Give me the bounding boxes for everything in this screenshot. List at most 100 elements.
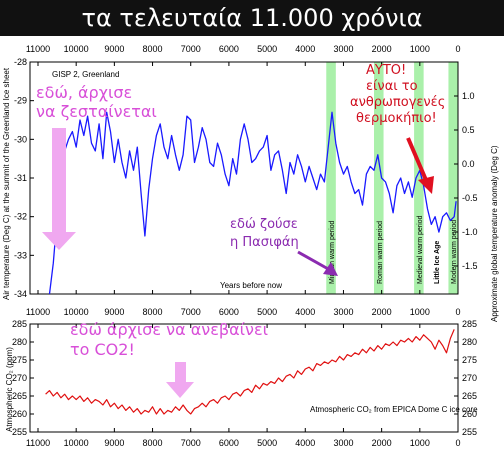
pink-arrow-down-left bbox=[42, 128, 76, 250]
top-xtick-label-6: 5000 bbox=[257, 44, 277, 54]
period-band-2 bbox=[414, 62, 424, 294]
annotation-anthro: ΑΥΤΟ! είναι το ανθρωπογενές θερμοκήπιο! bbox=[350, 63, 445, 194]
bot-xtick-label-7: 4000 bbox=[295, 438, 315, 448]
bot-xtick-label-top-4: 7000 bbox=[181, 307, 201, 317]
bot-xtick-label-11: 0 bbox=[455, 438, 460, 448]
annotation-anthro-line2: είναι το bbox=[366, 79, 418, 94]
bot-ytick-left-label-6: 255 bbox=[12, 427, 27, 437]
pink-arrow-down-co2 bbox=[166, 362, 194, 398]
top-chart-ylabel-right: Approximate global temperature anomaly (… bbox=[490, 145, 499, 322]
top-ytick-right-label-2: 0.0 bbox=[462, 159, 475, 169]
period-bands: Minoan warm period Roman warm period Medie… bbox=[326, 62, 458, 294]
top-chart-xlabel: Years before now bbox=[220, 281, 282, 290]
period-label-1: Roman warm period bbox=[377, 221, 384, 284]
bot-xtick-label-3: 8000 bbox=[143, 438, 163, 448]
temperature-series-line bbox=[48, 111, 457, 295]
bot-ytick-right-label-1: 280 bbox=[462, 337, 477, 347]
bot-xtick-label-1: 10000 bbox=[64, 438, 89, 448]
bottom-y-axis-ticks: 285 285 280 280 275 275 270 270 265 265 260 260 255 2… bbox=[12, 319, 477, 437]
purple-arrow-shaft bbox=[297, 250, 331, 272]
bot-xtick-label-top-8: 3000 bbox=[333, 307, 353, 317]
top-chart-inner-label: GISP 2, Greenland bbox=[52, 70, 119, 79]
top-xtick-label-2: 9000 bbox=[104, 44, 124, 54]
annotation-co2-line1: εδώ άρχισε να ανεβαίνει bbox=[70, 320, 268, 339]
top-ytick-left-label-1: -29 bbox=[14, 96, 27, 106]
top-y-axis-right-ticks: 1.0 0.5 0.0 -0.5 -1.0 -1.5 bbox=[454, 91, 478, 271]
bot-xtick-label-top-0: 11000 bbox=[26, 307, 50, 317]
red-arrow-head bbox=[418, 176, 434, 194]
top-xtick-label-9: 2000 bbox=[372, 44, 392, 54]
top-y-axis-left-ticks: -28 -29 -30 -31 -32 -33 -34 bbox=[14, 57, 34, 299]
bot-ytick-right-label-4: 265 bbox=[462, 391, 477, 401]
bot-xtick-label-top-10: 1000 bbox=[410, 307, 430, 317]
bot-xtick-label-top-1: 10000 bbox=[64, 307, 89, 317]
bot-xtick-label-top-3: 8000 bbox=[143, 307, 163, 317]
annotation-co2: εδώ άρχισε να ανεβαίνει το CO2! bbox=[70, 320, 268, 398]
bottom-chart-ylabel: Atmospheric CO₂ (ppm) bbox=[5, 347, 14, 432]
bot-xtick-label-10: 1000 bbox=[410, 438, 430, 448]
top-chart-ylabel-left: Air temperature (Deg C) at the summit of… bbox=[2, 67, 11, 300]
bot-xtick-label-top-2: 9000 bbox=[104, 307, 124, 317]
annotation-pasiphae-line1: εδώ ζούσε bbox=[230, 217, 298, 232]
bot-ytick-right-label-5: 260 bbox=[462, 409, 477, 419]
top-ytick-left-label-3: -31 bbox=[14, 173, 27, 183]
red-arrow-shaft bbox=[406, 137, 428, 181]
bot-ytick-left-label-3: 270 bbox=[12, 373, 27, 383]
period-band-0 bbox=[326, 62, 336, 294]
bottom-x-axis-ticks: 1100011000100001000090009000800080007000… bbox=[26, 307, 461, 448]
bot-xtick-label-top-9: 2000 bbox=[372, 307, 392, 317]
top-xtick-label-5: 6000 bbox=[219, 44, 239, 54]
bot-xtick-label-top-5: 6000 bbox=[219, 307, 239, 317]
bottom-chart-source: Atmospheric CO₂ from EPICA Dome C ice co… bbox=[310, 405, 478, 414]
top-ytick-right-label-0: 1.0 bbox=[462, 91, 475, 101]
period-band-1 bbox=[374, 62, 384, 294]
top-x-axis-ticks: 11000 10000 9000 8000 7000 6000 5000 4000 3000 20… bbox=[26, 44, 461, 294]
period-label-4: Modern warm period bbox=[451, 220, 458, 284]
annotation-anthro-line1: ΑΥΤΟ! bbox=[366, 63, 406, 78]
top-xtick-label-10: 1000 bbox=[410, 44, 430, 54]
top-ytick-right-label-1: 0.5 bbox=[462, 125, 475, 135]
top-ytick-right-label-5: -1.5 bbox=[462, 261, 478, 271]
bot-ytick-right-label-0: 285 bbox=[462, 319, 477, 329]
period-band-4 bbox=[448, 62, 458, 294]
bot-ytick-left-label-5: 260 bbox=[12, 409, 27, 419]
annotation-warming: εδώ, άρχισε να ζεσταίνεται bbox=[36, 83, 157, 250]
top-ytick-left-label-4: -32 bbox=[14, 212, 27, 222]
banner-title: τα τελευταία 11.000 χρόνια bbox=[0, 0, 504, 36]
bot-xtick-label-2: 9000 bbox=[104, 438, 124, 448]
bot-ytick-right-label-3: 270 bbox=[462, 373, 477, 383]
period-label-0: Minoan warm period bbox=[329, 220, 336, 284]
co2-series-line bbox=[45, 329, 455, 415]
period-band-3 bbox=[431, 62, 441, 294]
top-xtick-label-1: 10000 bbox=[64, 44, 89, 54]
top-xtick-label-3: 8000 bbox=[143, 44, 163, 54]
top-chart: Minoan warm period Roman warm period Medie… bbox=[2, 44, 499, 322]
bot-xtick-label-top-11: 0 bbox=[455, 307, 460, 317]
period-label-2: Medieval warm period bbox=[417, 215, 424, 284]
bot-xtick-label-9: 2000 bbox=[372, 438, 392, 448]
annotation-pasiphae: εδώ ζούσε η Πασιφάη bbox=[230, 217, 338, 276]
top-ytick-left-label-0: -28 bbox=[14, 57, 27, 67]
bot-xtick-label-8: 3000 bbox=[333, 438, 353, 448]
top-xtick-label-8: 3000 bbox=[333, 44, 353, 54]
bot-ytick-left-label-4: 265 bbox=[12, 391, 27, 401]
annotation-warming-line2: να ζεσταίνεται bbox=[36, 102, 157, 121]
bot-xtick-label-0: 11000 bbox=[26, 438, 50, 448]
bot-xtick-label-6: 5000 bbox=[257, 438, 277, 448]
purple-arrow-head bbox=[323, 262, 338, 276]
bot-ytick-left-label-2: 275 bbox=[12, 355, 27, 365]
bot-xtick-label-4: 7000 bbox=[181, 438, 201, 448]
top-ytick-left-label-6: -34 bbox=[14, 289, 27, 299]
bot-xtick-label-5: 6000 bbox=[219, 438, 239, 448]
top-ytick-left-label-5: -33 bbox=[14, 250, 27, 260]
top-ytick-left-label-2: -30 bbox=[14, 134, 27, 144]
bot-ytick-right-label-2: 275 bbox=[462, 355, 477, 365]
annotation-co2-line2: το CO2! bbox=[70, 340, 135, 359]
bot-xtick-label-top-7: 4000 bbox=[295, 307, 315, 317]
top-ytick-right-label-4: -1.0 bbox=[462, 227, 478, 237]
top-ytick-right-label-3: -0.5 bbox=[462, 193, 478, 203]
top-xtick-label-11: 0 bbox=[455, 44, 460, 54]
annotation-anthro-line4: θερμοκήπιο! bbox=[356, 111, 437, 126]
